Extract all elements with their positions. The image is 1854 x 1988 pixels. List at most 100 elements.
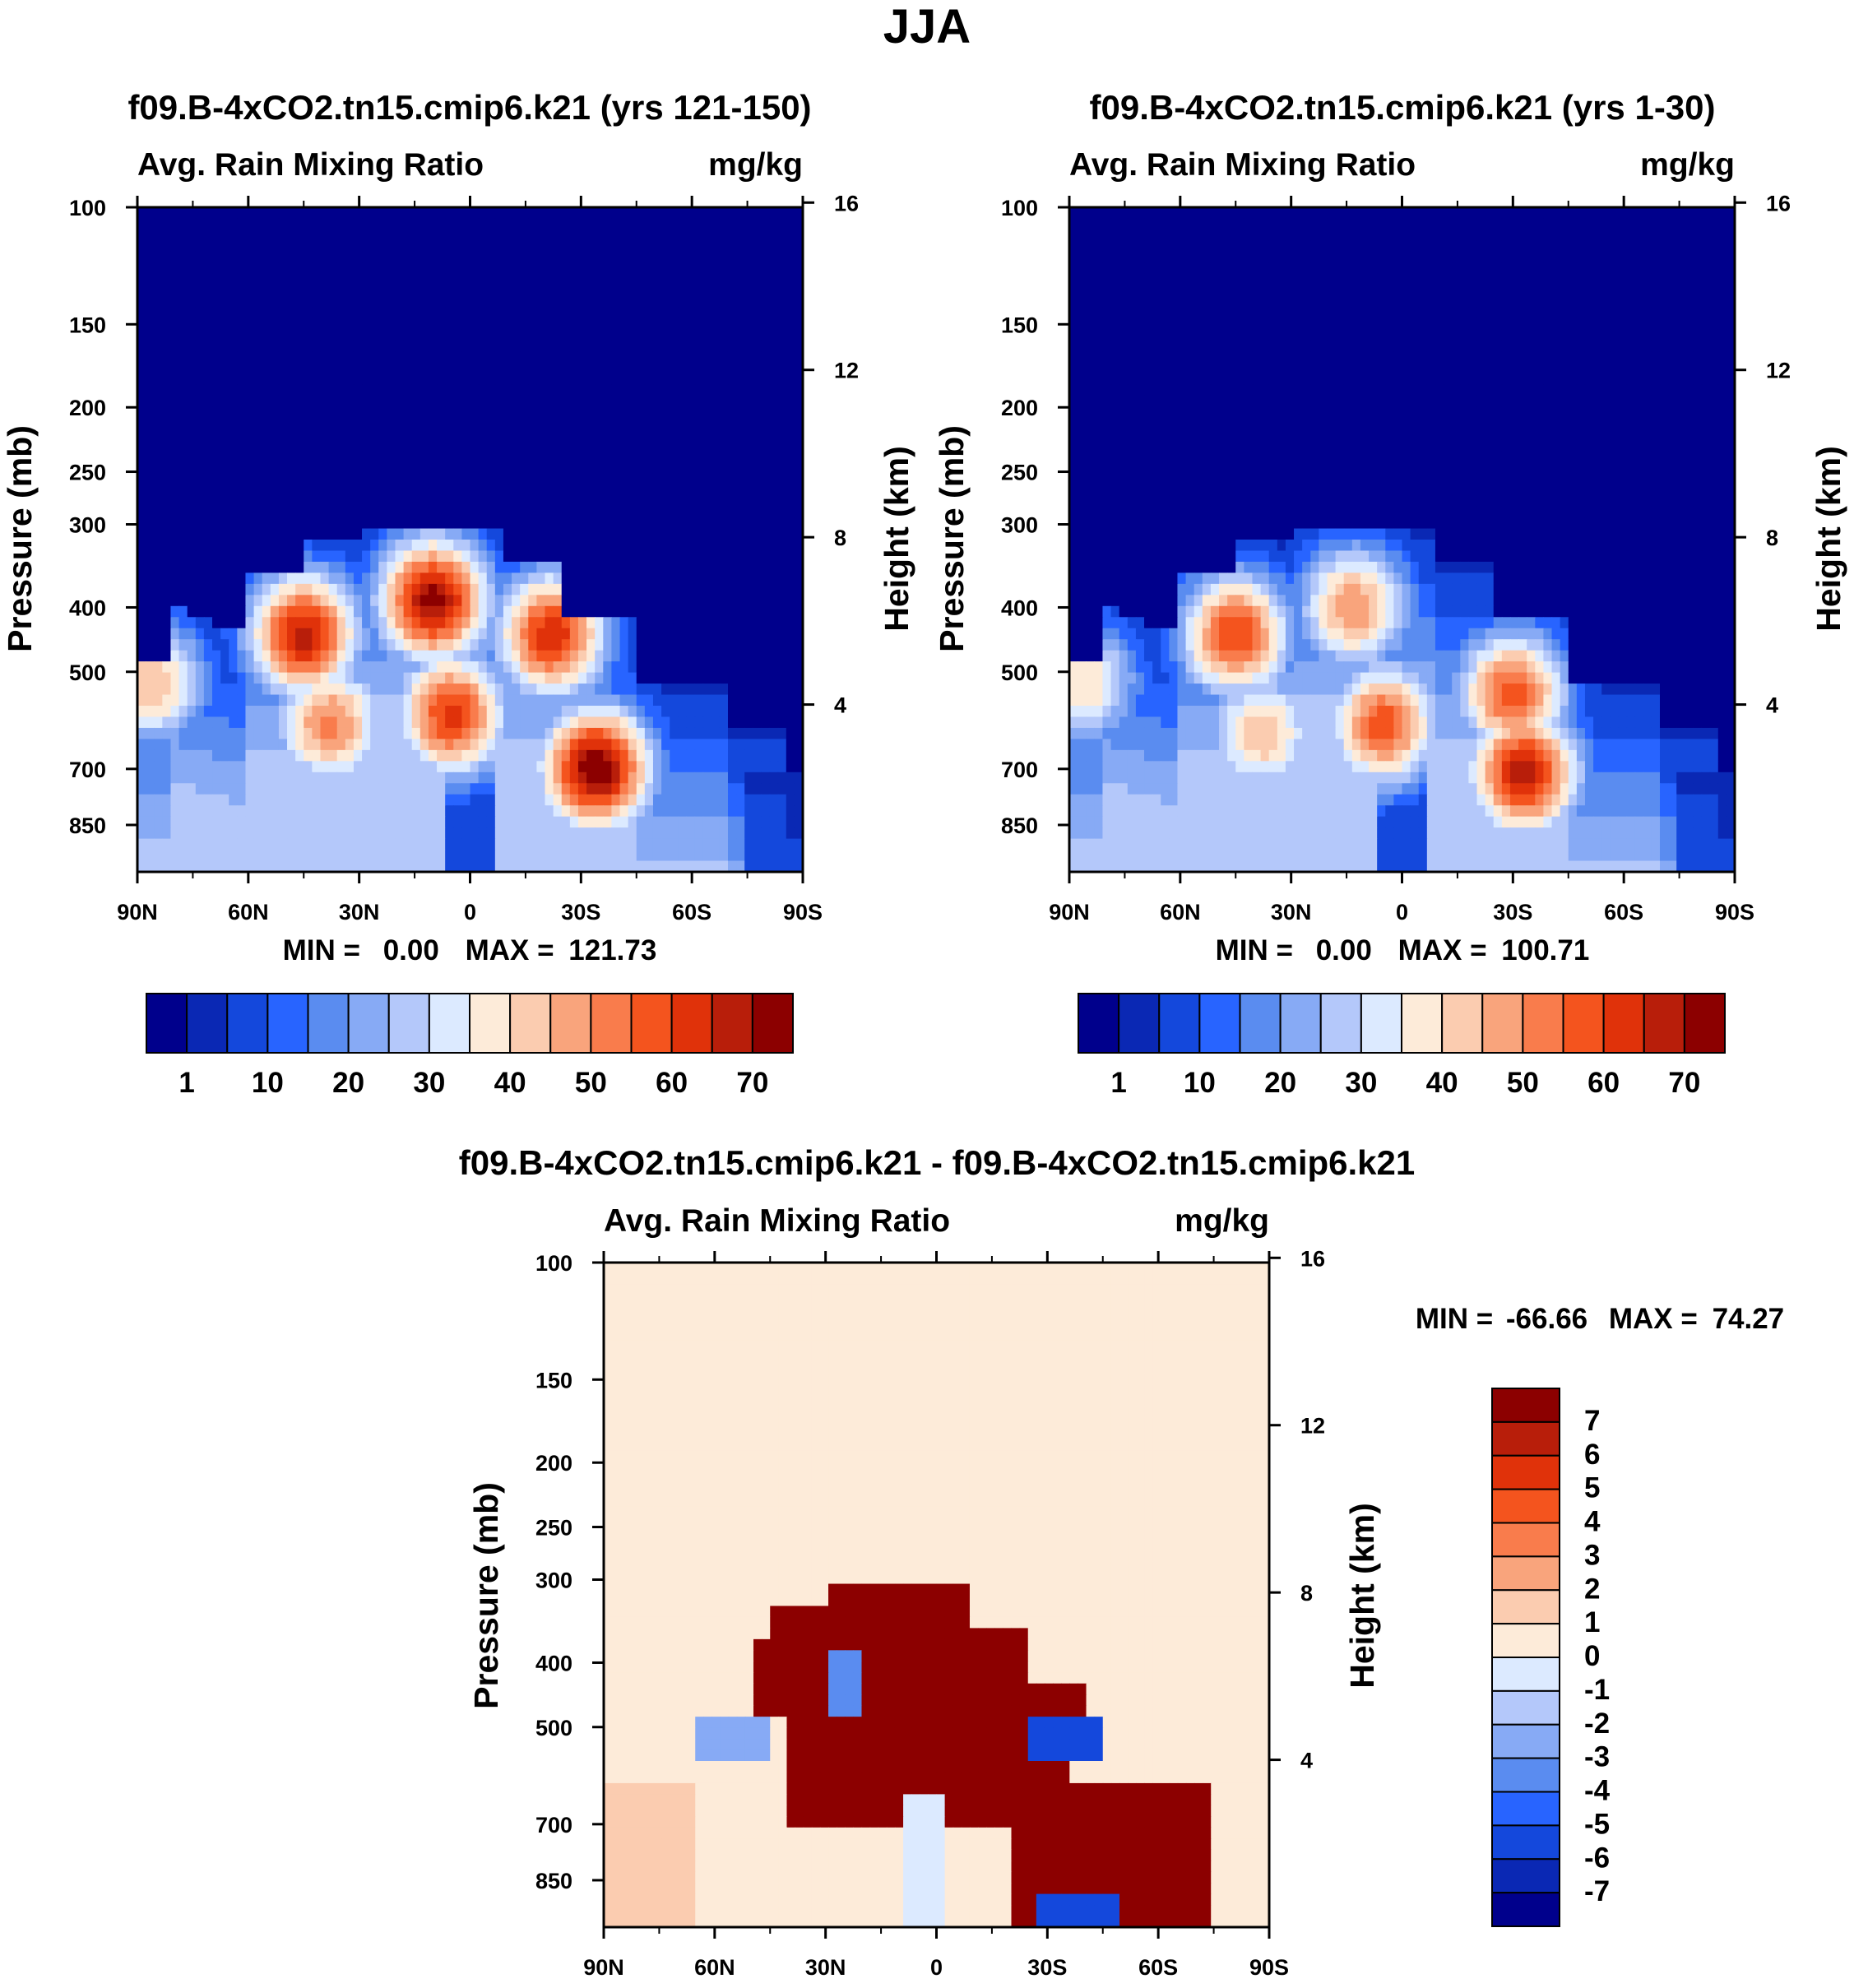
field-cell [561,595,571,607]
field-cell [203,572,213,585]
field-cell [453,340,462,352]
field-cell [586,506,596,518]
field-cell [320,706,330,718]
field-cell [378,595,387,607]
field-cell [794,684,804,696]
field-cell [628,838,637,850]
field-cell [470,794,480,806]
field-cell [428,240,438,253]
field-cell [262,384,271,396]
field-cell [370,716,379,729]
field-cell [520,572,529,585]
field-cell [719,240,729,253]
field-cell [486,605,496,618]
field-cell [162,561,172,573]
field-cell [786,406,795,419]
field-cell [170,827,180,840]
field-cell [486,794,496,806]
field-cell [328,749,338,762]
field-cell [603,406,613,419]
field-cell [229,317,238,330]
field-cell [295,240,304,253]
field-cell [794,639,804,651]
field-cell [777,694,787,707]
field-cell [769,473,779,485]
field-cell [744,794,753,806]
field-cell [727,429,737,441]
field-cell [170,439,180,452]
field-cell [245,716,255,729]
field-cell [727,406,737,419]
field-cell [220,395,229,407]
field-cell [387,617,396,629]
field-cell [494,218,504,230]
field-cell [569,727,579,739]
field-cell [670,439,679,452]
field-cell [494,827,504,840]
field-cell [403,827,413,840]
field-cell [528,749,537,762]
field-cell [253,650,263,662]
field-cell [702,816,712,828]
field-cell [1576,207,1586,220]
field-cell [569,429,579,441]
field-cell [670,495,679,507]
field-cell [553,595,563,607]
field-cell [278,218,288,230]
field-cell [262,739,271,751]
field-cell [229,605,238,618]
field-cell [794,672,804,684]
field-cell [461,838,471,850]
field-cell [769,617,779,629]
y-right-tick-label: 16 [834,191,859,215]
field-cell [702,684,712,696]
field-cell [727,727,737,739]
field-cell [328,218,338,230]
field-cell [146,850,155,862]
field-cell [503,816,512,828]
field-cell [170,639,180,651]
field-cell [187,484,197,496]
field-cell [577,417,587,429]
field-cell [262,684,271,696]
field-cell [395,694,405,707]
field-cell [577,595,587,607]
field-cell [528,550,537,563]
field-cell [494,362,504,374]
field-cell [178,783,188,795]
field-cell [1161,207,1170,220]
field-cell [403,650,413,662]
field-cell [553,761,563,773]
field-cell [619,595,629,607]
field-cell [603,517,613,530]
field-cell [577,295,587,308]
field-cell [753,550,762,563]
field-cell [536,617,546,629]
field-cell [245,273,255,285]
field-cell [786,285,795,297]
field-cell [769,218,779,230]
field-cell [295,439,304,452]
field-cell [595,706,604,718]
field-cell [686,605,696,618]
field-cell [711,838,721,850]
field-cell [403,461,413,474]
field-cell [411,251,421,263]
field-cell [470,451,480,463]
field-cell [453,716,462,729]
field-cell [304,251,313,263]
field-cell [512,727,521,739]
field-cell [162,783,172,795]
field-cell [320,684,330,696]
field-cell [577,794,587,806]
field-cell [761,340,771,352]
field-cell [644,307,654,319]
field-cell [270,317,280,330]
field-cell [1643,207,1652,220]
field-cell [253,794,263,806]
field-cell [262,295,271,308]
field-cell [154,761,163,773]
field-cell [744,273,753,285]
field-cell [794,850,804,862]
field-cell [445,595,454,607]
